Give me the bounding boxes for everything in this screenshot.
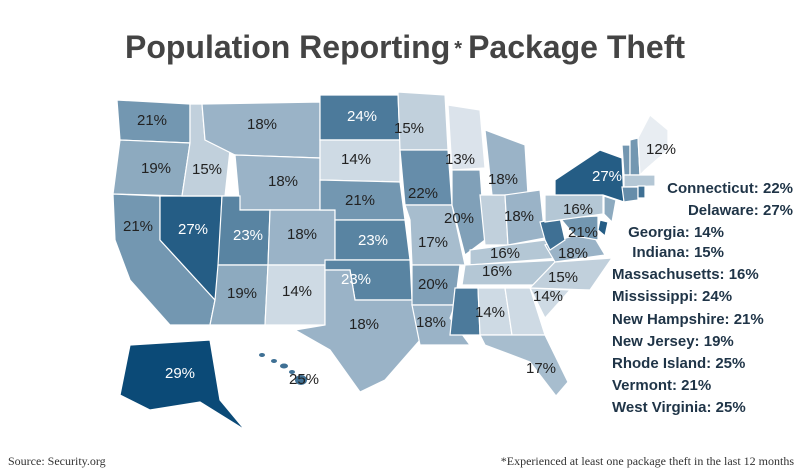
state: [603, 195, 617, 224]
state: [451, 169, 486, 257]
title-asterisk: *: [454, 38, 462, 60]
state-label: 24%: [347, 108, 377, 125]
callout: Delaware: 27%: [688, 202, 793, 219]
state-label: 18%: [247, 116, 277, 133]
state-label: 23%: [341, 271, 371, 288]
state-label: 18%: [416, 314, 446, 331]
state-label: 23%: [233, 227, 263, 244]
state-label: 23%: [358, 232, 388, 249]
state-label: 18%: [488, 171, 518, 188]
state-label: 20%: [418, 276, 448, 293]
state-label: 15%: [394, 120, 424, 137]
callout: Mississippi: 24%: [612, 288, 732, 305]
state-label: 14%: [282, 283, 312, 300]
island: [280, 363, 288, 369]
state: [293, 269, 421, 393]
state: [597, 219, 609, 238]
state-label: 15%: [192, 161, 222, 178]
state-label: 21%: [345, 192, 375, 209]
state-label: 14%: [341, 151, 371, 168]
state-label: 18%: [504, 208, 534, 225]
state-label: 21%: [137, 112, 167, 129]
state: [528, 257, 614, 291]
state-label: 22%: [408, 185, 438, 202]
state-label: 18%: [558, 245, 588, 262]
state-label: 14%: [533, 288, 563, 305]
state: [479, 334, 569, 397]
map-title: Population Reporting * Package Theft: [125, 29, 685, 65]
island: [289, 370, 295, 374]
state: [621, 186, 639, 203]
state-label: 19%: [227, 285, 257, 302]
island: [295, 375, 307, 385]
state-label: 21%: [123, 218, 153, 235]
callout: Connecticut: 22%: [667, 180, 793, 197]
state-label: 27%: [178, 221, 208, 238]
state-label: 20%: [444, 210, 474, 227]
callout: Vermont: 21%: [612, 377, 711, 394]
state-label: 21%: [568, 224, 598, 241]
title-end: Package Theft: [468, 29, 685, 65]
state-label: 18%: [268, 173, 298, 190]
callout: Massachusetts: 16%: [612, 266, 759, 283]
states: [112, 91, 669, 431]
state-label: 16%: [563, 201, 593, 218]
callout: New Jersey: 19%: [612, 333, 734, 350]
state-label: 14%: [475, 304, 505, 321]
source: Source: Security.org: [8, 454, 106, 468]
callout: New Hampshire: 21%: [612, 311, 764, 328]
state: [623, 174, 656, 188]
state-label: 12%: [646, 141, 676, 158]
callout: Georgia: 14%: [628, 224, 724, 241]
state-label: 13%: [445, 151, 475, 168]
state: [447, 104, 486, 171]
state-label: 25%: [289, 371, 319, 388]
island: [271, 359, 277, 363]
state-label: 27%: [592, 168, 622, 185]
state-label: 19%: [141, 160, 171, 177]
state: [209, 264, 269, 326]
state-label: 29%: [165, 365, 195, 382]
state-label: 17%: [418, 234, 448, 251]
title-text: Population Reporting: [125, 29, 450, 65]
state-label: 16%: [482, 263, 512, 280]
island: [259, 353, 265, 357]
callout: Rhode Island: 25%: [612, 355, 745, 372]
state-label: 15%: [548, 269, 578, 286]
state-label: 16%: [490, 245, 520, 262]
state-label: 18%: [287, 226, 317, 243]
state-label: 18%: [349, 316, 379, 333]
state: [637, 185, 646, 199]
callout: Indiana: 15%: [632, 244, 724, 261]
footnote: *Experienced at least one package theft …: [501, 454, 795, 468]
state: [119, 339, 246, 431]
state-labels: 21% 19% 21% 27% 15% 18% 18% 23% 18% 19% 14% 24% 14% 2…: [123, 108, 676, 388]
callout: West Virginia: 25%: [612, 399, 746, 416]
state-label: 17%: [526, 360, 556, 377]
state: [621, 144, 631, 176]
